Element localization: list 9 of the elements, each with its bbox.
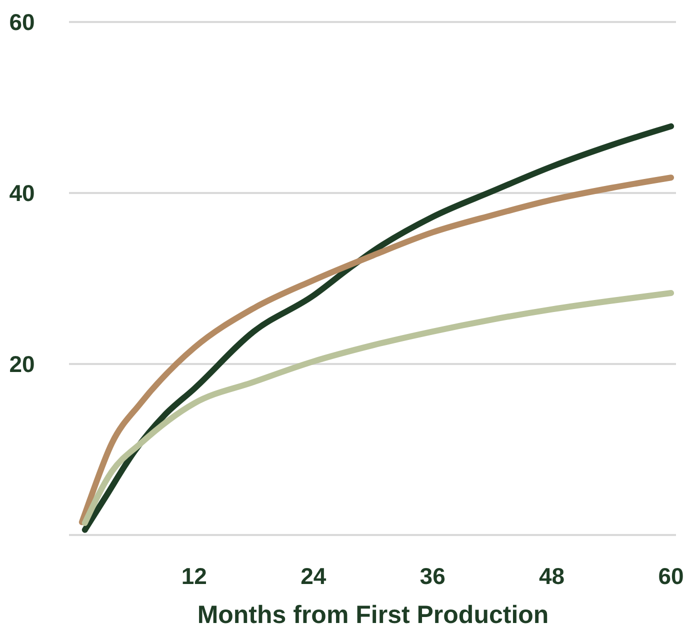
x-tick-label: 36 — [420, 563, 446, 589]
x-tick-label: 24 — [300, 563, 326, 589]
x-tick-label: 12 — [181, 563, 207, 589]
x-tick-label: 48 — [539, 563, 565, 589]
y-tick-label: 40 — [9, 180, 35, 206]
y-tick-label: 60 — [9, 9, 35, 35]
x-axis-title: Months from First Production — [197, 601, 549, 629]
y-tick-label: 20 — [9, 351, 35, 377]
x-tick-label: 60 — [658, 563, 684, 589]
